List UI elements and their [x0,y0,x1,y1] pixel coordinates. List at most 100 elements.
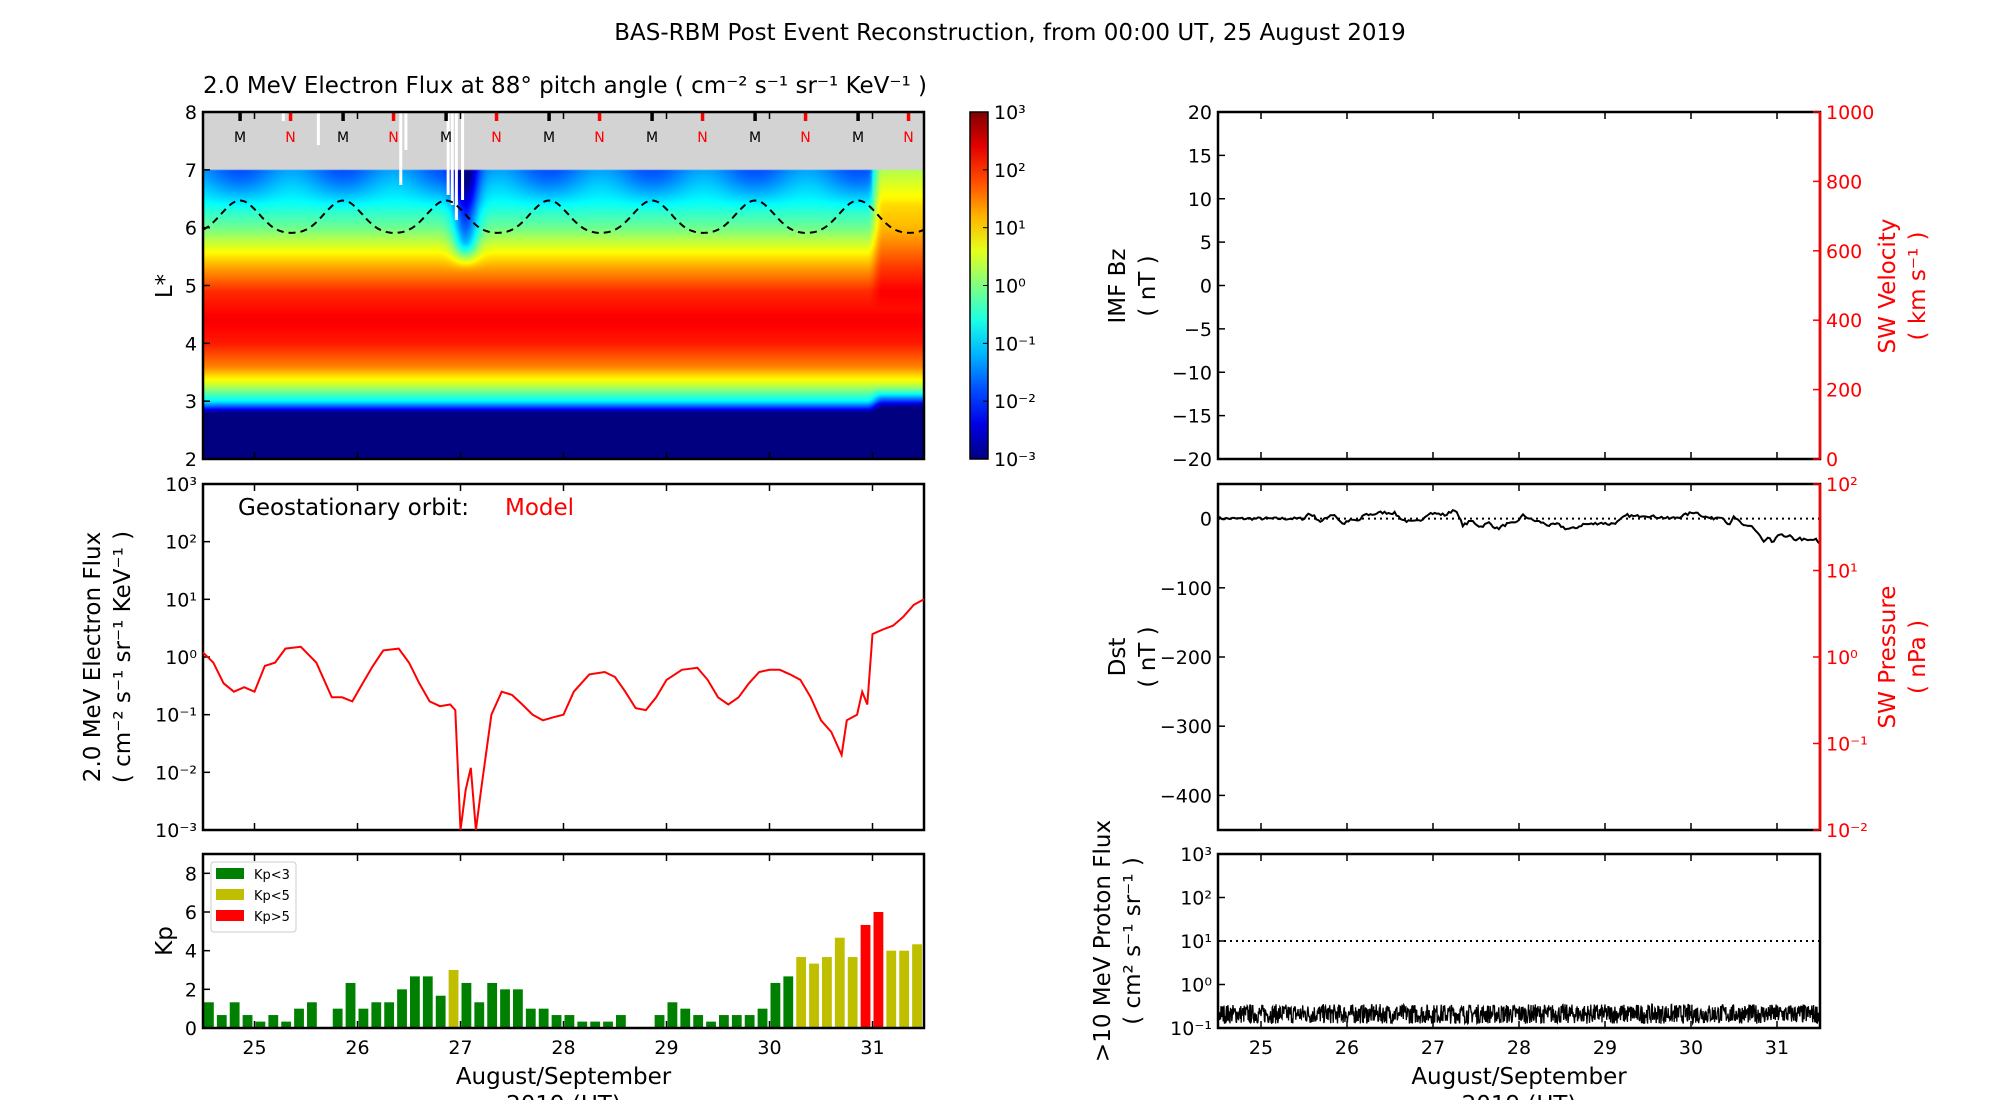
colorbar-tick-label: 10⁰ [994,276,1026,298]
y-tick-label: 5 [1200,232,1212,254]
kp-bar [706,1021,716,1028]
kp-bar [435,995,446,1028]
kp-bar [500,989,510,1028]
y-tick-label: 10³ [165,474,197,496]
kp-bar [358,1008,369,1028]
plot-layer: M M M M M M M N N N N N N N 2 3 4 5 6 7 8 L* 10⁻³ 10⁻² 10⁻¹ 10⁰ 10… [80,102,1931,1104]
y-tick-label: 0 [1200,509,1212,531]
kp-bar [551,1015,562,1028]
y-tick-label: 0 [1826,449,1838,471]
kp-legend-swatch [216,910,244,921]
kp-bar [770,982,781,1028]
kp-bar [860,924,871,1028]
y-tick-label: 10⁻¹ [1826,734,1868,756]
kp-bar [397,989,407,1028]
x-tick-label: 27 [1421,1037,1445,1059]
y-tick-label: 10⁰ [1180,975,1212,997]
colorbar-tick-label: 10³ [994,102,1026,124]
proton-ylabel: ( cm² s⁻¹ sr⁻¹ ) [1120,857,1146,1025]
proton-series-line [1217,1002,1821,1026]
kp-bar [332,1008,343,1028]
y-tick-label: −5 [1184,319,1212,341]
noon-label: N [903,130,913,146]
x-tick-label: 31 [1765,1037,1789,1059]
x-axis-label: 2019 (UT) [506,1092,621,1100]
x-tick-label: 30 [1679,1037,1703,1059]
kp-bar [577,1021,588,1028]
midnight-label: M [440,130,452,146]
kp-legend-label: Kp>5 [254,910,290,925]
y-tick-label: 4 [185,333,197,355]
kp-bar [281,1021,292,1028]
kp-bar [667,1002,678,1028]
kp-legend-swatch [216,868,244,879]
y-tick-label: 10⁻² [155,762,197,784]
kp-bar [345,982,356,1028]
heatmap-title: 2.0 MeV Electron Flux at 88° pitch angle… [203,73,927,99]
sw-velocity-label: ( km s⁻¹ ) [1905,232,1931,341]
colorbar-tick-label: 10⁻² [994,391,1036,413]
x-axis-label: 2019 (UT) [1462,1092,1577,1100]
imf-ylabel: ( nT ) [1135,255,1161,316]
kp-bar [461,982,472,1028]
flux-series-line [202,598,925,831]
midnight-label: M [852,130,864,146]
y-tick-label: 200 [1826,380,1862,402]
x-axis-label: August/September [1411,1064,1627,1090]
y-tick-label: 10² [1180,888,1212,910]
colorbar-tick-label: 10⁻³ [994,449,1036,471]
noon-label: N [285,130,295,146]
kp-bar [255,1021,266,1028]
y-tick-label: 10⁻¹ [155,705,197,727]
kp-bar [616,1015,626,1028]
figure-title: BAS-RBM Post Event Reconstruction, from … [614,20,1406,46]
kp-bar [525,1008,536,1028]
dst-series-line [1217,509,1821,545]
kp-bar [474,1002,485,1028]
kp-bar [216,1015,227,1028]
kp-legend-label: Kp<5 [254,889,290,904]
kp-ylabel: Kp [152,926,178,956]
kp-bar [886,950,897,1028]
kp-legend-swatch [216,889,244,900]
kp-bar [822,957,832,1028]
orbit-annotation: Geostationary orbit: [238,495,469,521]
colorbar-tick-label: 10⁻¹ [994,333,1036,355]
y-tick-label: −300 [1160,716,1212,738]
kp-bar [873,912,884,1028]
sw-velocity-label: SW Velocity [1875,219,1901,354]
x-tick-label: 29 [654,1037,678,1059]
colorbar-tick-label: 10² [994,160,1026,182]
kp-bar [834,937,845,1028]
y-tick-label: 1000 [1826,102,1874,124]
geostationary-lstar-line [202,199,925,234]
imf-frame [1216,110,1822,461]
y-tick-label: −20 [1172,449,1212,471]
kp-bar [693,1015,704,1028]
kp-bar [307,1002,317,1028]
y-tick-label: 8 [185,863,197,885]
x-tick-label: 28 [551,1037,575,1059]
x-axis-label: August/September [456,1064,672,1090]
midnight-label: M [543,130,555,146]
kp-bar [912,944,922,1028]
midnight-label: M [646,130,658,146]
y-tick-label: −10 [1172,362,1212,384]
y-tick-label: 2 [185,979,197,1001]
y-tick-label: 10¹ [1180,931,1212,953]
y-tick-label: 10¹ [165,589,197,611]
kp-bar [538,1008,549,1028]
kp-bar [371,1002,382,1028]
kp-bar [680,1008,691,1028]
kp-bar [229,1002,240,1028]
y-tick-label: −400 [1160,785,1212,807]
kp-bar [654,1015,665,1028]
kp-bar [487,982,498,1028]
y-tick-label: 10¹ [1826,561,1858,583]
y-tick-label: −200 [1160,647,1212,669]
kp-bar [268,1015,279,1028]
y-tick-label: 8 [185,102,197,124]
imf-ylabel: IMF Bz [1105,248,1131,323]
dst-frame [1216,482,1822,832]
noon-label: N [697,130,707,146]
